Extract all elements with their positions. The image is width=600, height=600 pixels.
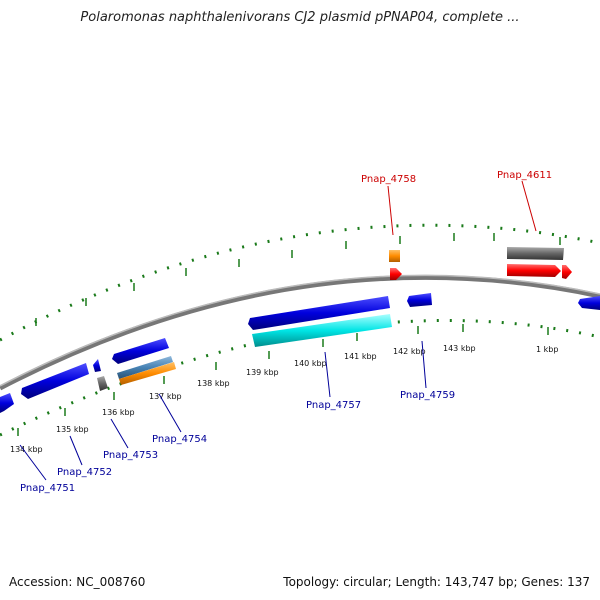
gene-blue-rev-small[interactable] bbox=[93, 359, 101, 372]
tick-label-138: 138 kbp bbox=[197, 379, 230, 388]
gene-label-pnap-4611[interactable]: Pnap_4611 bbox=[497, 170, 552, 181]
tick-label-137: 137 kbp bbox=[149, 392, 182, 401]
gene-label-pnap-4754[interactable]: Pnap_4754 bbox=[152, 434, 207, 445]
gene-label-pnap-4757[interactable]: Pnap_4757 bbox=[306, 400, 361, 411]
forward-strand-genes bbox=[389, 247, 572, 280]
tick-label-142: 142 kbp bbox=[393, 347, 426, 356]
gene-blue-long[interactable] bbox=[248, 296, 390, 330]
gene-blue-fwd-b[interactable] bbox=[112, 338, 169, 364]
map-title: Polaromonas naphthalenivorans CJ2 plasmi… bbox=[80, 10, 520, 25]
gene-label-pnap-4753[interactable]: Pnap_4753 bbox=[103, 450, 158, 461]
plasmid-backbone-highlight bbox=[0, 274, 600, 387]
tick-label-141: 141 kbp bbox=[344, 352, 377, 361]
gene-blue-rev-left[interactable] bbox=[0, 393, 14, 413]
gene-red-4611-b[interactable] bbox=[562, 265, 572, 279]
gene-orange-4758[interactable] bbox=[389, 250, 400, 262]
inner-major-ticks bbox=[17, 324, 549, 436]
tick-labels: 134 kbp 135 kbp 136 kbp 137 kbp 138 kbp … bbox=[10, 344, 558, 454]
gene-blue-small-mid[interactable] bbox=[407, 293, 432, 307]
gene-red-4611[interactable] bbox=[507, 264, 561, 277]
tick-label-143: 143 kbp bbox=[443, 344, 476, 353]
gene-gray-small[interactable] bbox=[97, 376, 108, 391]
tick-label-136: 136 kbp bbox=[102, 408, 135, 417]
gene-steel[interactable] bbox=[117, 356, 173, 379]
gene-labels: Pnap_4758 Pnap_4611 Pnap_4751 Pnap_4752 … bbox=[20, 170, 552, 494]
label-connectors bbox=[19, 180, 537, 481]
tick-label-139: 139 kbp bbox=[246, 368, 279, 377]
tick-label-135: 135 kbp bbox=[56, 425, 89, 434]
topology-summary: Topology: circular; Length: 143,747 bp; … bbox=[283, 575, 590, 589]
gene-label-pnap-4758[interactable]: Pnap_4758 bbox=[361, 174, 416, 185]
tick-label-134: 134 kbp bbox=[10, 445, 43, 454]
gene-cyan-long[interactable] bbox=[252, 314, 392, 347]
gene-label-pnap-4752[interactable]: Pnap_4752 bbox=[57, 467, 112, 478]
gene-label-pnap-4759[interactable]: Pnap_4759 bbox=[400, 390, 455, 401]
gene-red-4758[interactable] bbox=[390, 268, 402, 280]
tick-label-1: 1 kbp bbox=[536, 345, 558, 354]
gene-orange-b[interactable] bbox=[119, 362, 176, 385]
tick-label-140: 140 kbp bbox=[294, 359, 327, 368]
plasmid-backbone bbox=[0, 274, 600, 391]
gene-gray-4611[interactable] bbox=[507, 247, 564, 260]
gene-label-pnap-4751[interactable]: Pnap_4751 bbox=[20, 483, 75, 494]
gene-blue-right[interactable] bbox=[578, 296, 600, 310]
gene-blue-rev-a[interactable] bbox=[21, 363, 89, 399]
outer-major-ticks bbox=[35, 233, 561, 326]
accession-text: Accession: NC_008760 bbox=[9, 575, 146, 589]
reverse-strand-genes bbox=[0, 293, 600, 413]
